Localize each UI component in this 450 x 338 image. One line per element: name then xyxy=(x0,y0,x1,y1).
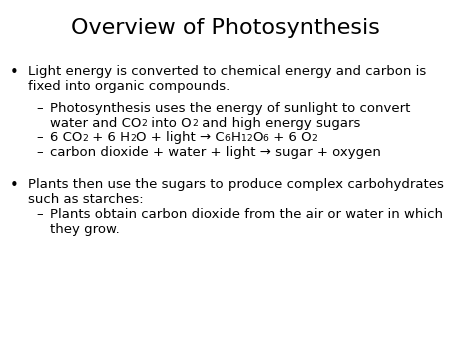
Text: such as starches:: such as starches: xyxy=(28,193,144,206)
Text: + 6 O: + 6 O xyxy=(269,131,311,144)
Text: fixed into organic compounds.: fixed into organic compounds. xyxy=(28,80,230,93)
Text: 2: 2 xyxy=(192,119,198,128)
Text: O + light → C: O + light → C xyxy=(136,131,225,144)
Text: –: – xyxy=(36,208,43,221)
Text: Plants then use the sugars to produce complex carbohydrates: Plants then use the sugars to produce co… xyxy=(28,178,444,191)
Text: and high energy sugars: and high energy sugars xyxy=(198,117,360,129)
Text: –: – xyxy=(36,146,43,159)
Text: Plants obtain carbon dioxide from the air or water in which: Plants obtain carbon dioxide from the ai… xyxy=(50,208,443,221)
Text: Photosynthesis uses the energy of sunlight to convert: Photosynthesis uses the energy of sunlig… xyxy=(50,102,410,115)
Text: •: • xyxy=(10,65,19,80)
Text: –: – xyxy=(36,102,43,115)
Text: Light energy is converted to chemical energy and carbon is: Light energy is converted to chemical en… xyxy=(28,65,426,78)
Text: 2: 2 xyxy=(141,119,147,128)
Text: 6: 6 xyxy=(263,134,269,143)
Text: O: O xyxy=(252,131,263,144)
Text: + 6 H: + 6 H xyxy=(88,131,130,144)
Text: 2: 2 xyxy=(82,134,88,143)
Text: 2: 2 xyxy=(130,134,136,143)
Text: 6 CO: 6 CO xyxy=(50,131,82,144)
Text: water and CO: water and CO xyxy=(50,117,141,129)
Text: 2: 2 xyxy=(311,134,317,143)
Text: 6: 6 xyxy=(225,134,230,143)
Text: carbon dioxide + water + light → sugar + oxygen: carbon dioxide + water + light → sugar +… xyxy=(50,146,381,159)
Text: 12: 12 xyxy=(240,134,252,143)
Text: they grow.: they grow. xyxy=(50,222,120,236)
Text: •: • xyxy=(10,178,19,193)
Text: into O: into O xyxy=(147,117,192,129)
Text: H: H xyxy=(230,131,240,144)
Text: Overview of Photosynthesis: Overview of Photosynthesis xyxy=(71,18,379,38)
Text: –: – xyxy=(36,131,43,144)
